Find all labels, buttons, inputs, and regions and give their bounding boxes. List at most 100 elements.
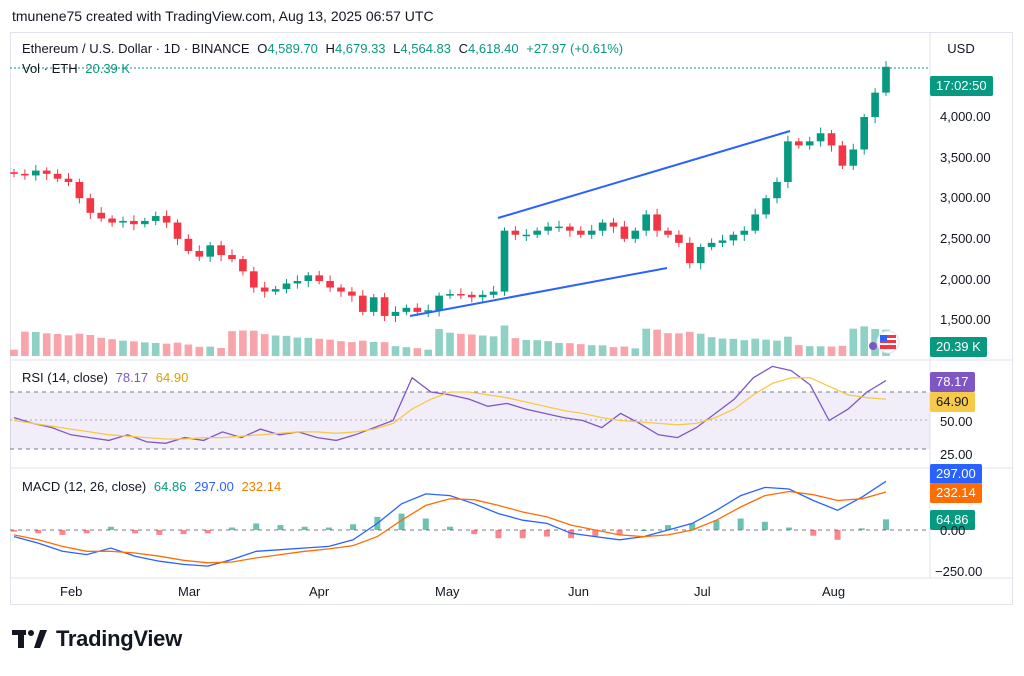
volume-bar <box>75 333 84 356</box>
candle-body <box>97 212 106 219</box>
trendline-lower[interactable] <box>409 267 668 317</box>
candle-body <box>424 310 433 312</box>
candle-body <box>707 242 716 247</box>
volume-bar <box>391 346 400 356</box>
macd-histogram-bar <box>11 530 17 532</box>
macd-histogram-bar <box>568 530 575 539</box>
candle-body <box>42 170 51 174</box>
candle-body <box>751 214 760 231</box>
volume-bar <box>587 345 596 356</box>
candle-body <box>762 198 770 215</box>
macd-histogram-bar <box>277 525 284 530</box>
candle-body <box>457 294 465 296</box>
volume-bar <box>871 329 879 356</box>
low-value: 4,564.83 <box>400 41 452 56</box>
us-flag-icon[interactable] <box>869 330 900 354</box>
macd-histogram-bar <box>543 530 550 537</box>
candle-body <box>729 234 738 241</box>
volume-bar <box>402 347 411 356</box>
candle-body <box>195 250 204 257</box>
macd-histogram-bar <box>35 530 42 534</box>
volume-bar <box>446 332 454 356</box>
volume-bar <box>827 346 836 356</box>
time-label: Mar <box>178 584 201 599</box>
candle-body <box>871 92 879 117</box>
macd-value: 297.00 <box>194 479 234 494</box>
candle-body <box>315 275 324 282</box>
volume-label: Vol · ETH <box>22 61 78 76</box>
volume-bar <box>740 340 749 356</box>
volume-bar <box>598 345 607 356</box>
volume-bar <box>816 346 825 356</box>
volume-bar <box>849 328 858 356</box>
rsi-legend[interactable]: RSI (14, close) 78.17 64.90 <box>22 370 188 385</box>
candle-body <box>653 214 661 231</box>
symbol-legend[interactable]: Ethereum / U.S. Dollar · 1D · BINANCE O4… <box>22 41 623 56</box>
rsi-tick: 50.00 <box>940 414 973 429</box>
candle-body <box>140 220 149 225</box>
macd-histogram-bar <box>519 530 526 539</box>
volume-bar <box>42 333 51 356</box>
rsi-ma-value: 64.90 <box>155 370 189 385</box>
volume-bar <box>315 338 324 356</box>
candle-body <box>369 297 378 312</box>
high-label: H <box>325 41 335 56</box>
trendline-upper[interactable] <box>497 130 791 219</box>
candle-body <box>31 170 40 176</box>
volume-bar <box>140 342 149 356</box>
candle-body <box>402 307 411 312</box>
candle-body <box>533 230 542 235</box>
volume-legend[interactable]: Vol · ETH 20.39 K <box>22 61 130 76</box>
macd-histogram-bar <box>810 530 817 536</box>
candle-body <box>816 133 825 142</box>
volume-bar <box>217 348 225 356</box>
volume-bar <box>685 331 694 356</box>
candle-body <box>522 234 531 237</box>
macd-histogram-bar <box>883 519 889 530</box>
signal-tag: 232.14 <box>930 483 982 503</box>
macd-legend[interactable]: MACD (12, 26, close) 64.86 297.00 232.14 <box>22 479 281 494</box>
candle-body <box>664 230 672 235</box>
volume-bar <box>304 337 313 356</box>
candle-body <box>162 216 171 223</box>
price-tick: 2,500.00 <box>940 231 991 246</box>
rsi-value: 78.17 <box>115 370 149 385</box>
candle-body <box>358 295 367 312</box>
volume-bar <box>773 340 781 356</box>
volume-bar <box>271 335 280 356</box>
candle-body <box>413 307 422 312</box>
price-tick: 3,500.00 <box>940 150 991 165</box>
candle-body <box>794 141 803 146</box>
rsi-ma-tag: 64.90 <box>930 392 975 412</box>
currency-button[interactable]: USD <box>934 38 988 60</box>
macd-histogram-bar <box>447 526 453 530</box>
macd-line <box>13 480 887 567</box>
candle-body <box>348 291 356 296</box>
volume-bar <box>500 325 509 356</box>
volume-bar <box>195 346 204 356</box>
candle-body <box>620 226 629 239</box>
macd-hist-value: 64.86 <box>153 479 187 494</box>
volume-bar <box>838 345 847 356</box>
volume-bar <box>860 326 869 356</box>
candle-body <box>326 281 334 288</box>
rsi-line <box>13 365 887 444</box>
candle-body <box>260 287 269 292</box>
candle-body <box>21 173 29 176</box>
time-label: May <box>435 584 460 599</box>
macd-histogram-bar <box>761 521 768 530</box>
volume-bar <box>260 334 269 356</box>
volume-value: 20.39 K <box>85 61 131 76</box>
volume-bar <box>566 343 574 356</box>
volume-bar <box>664 333 672 356</box>
candle-body <box>435 295 443 311</box>
candle-body <box>151 216 160 221</box>
candle-body <box>555 226 563 229</box>
candle-body <box>391 311 400 316</box>
volume-bar <box>478 335 487 356</box>
candle-body <box>75 181 84 199</box>
candle-body <box>609 222 618 227</box>
macd-lines <box>11 480 889 567</box>
volume-bar <box>348 342 356 356</box>
